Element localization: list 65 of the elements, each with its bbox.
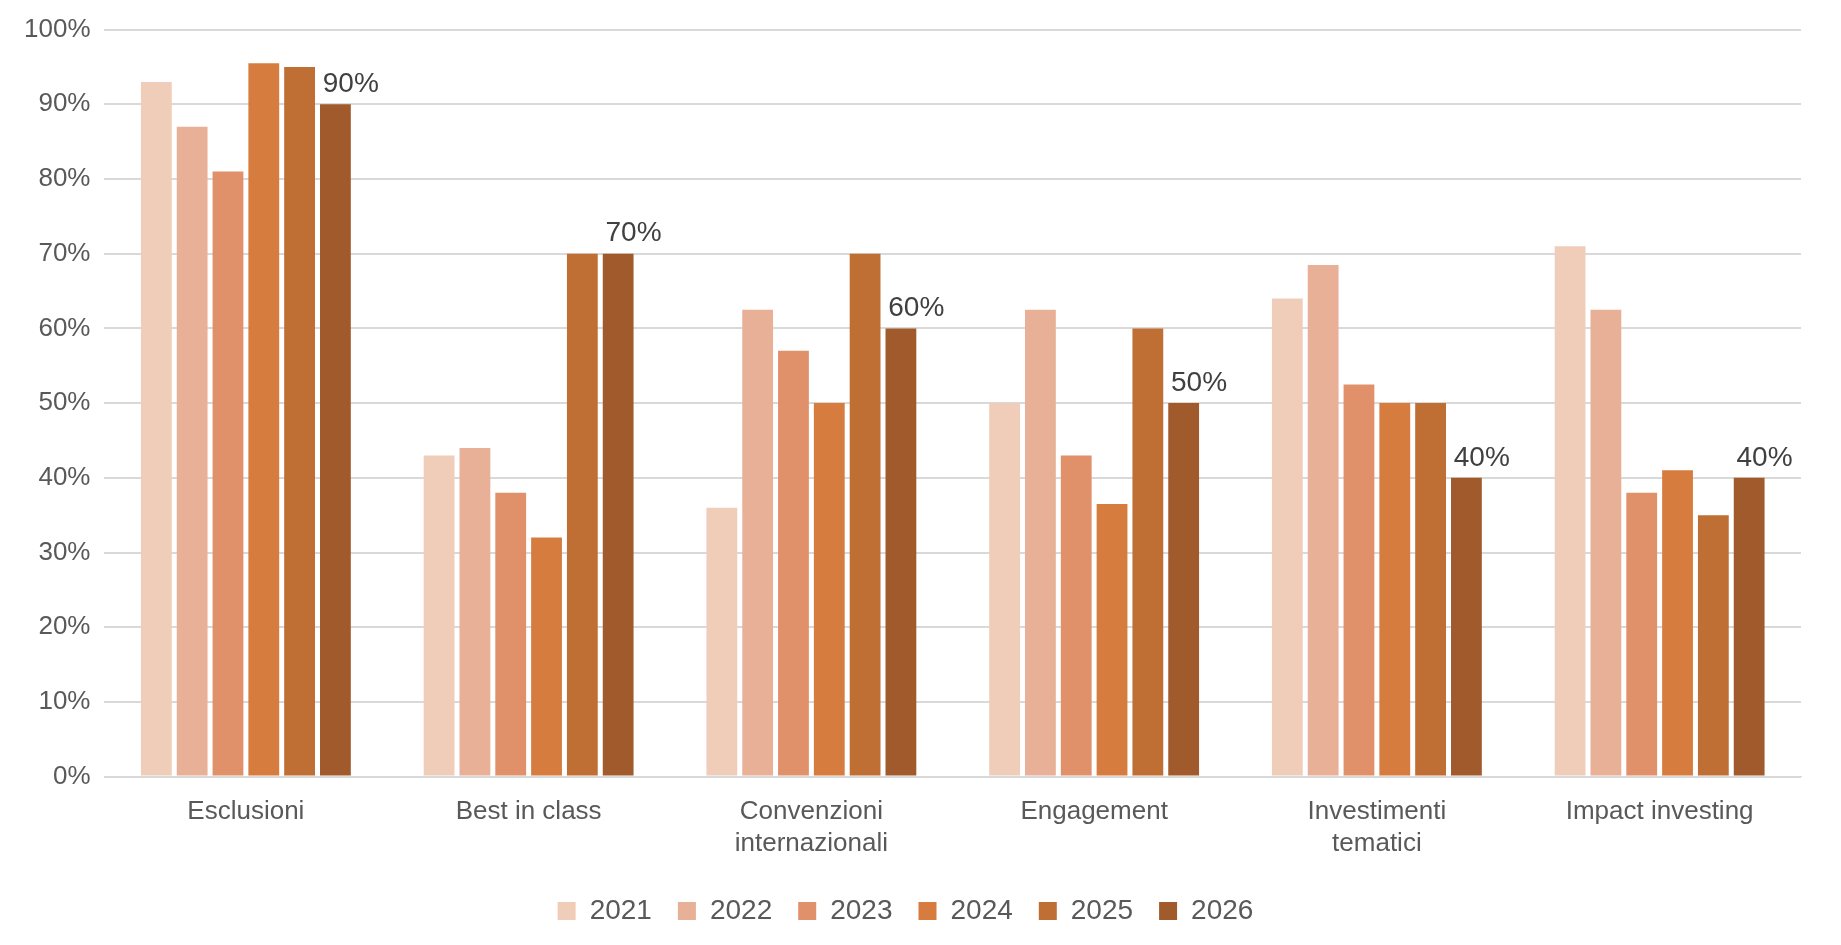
bar [531,537,562,776]
bar [885,328,917,776]
bar [1451,477,1482,776]
bar [706,507,738,776]
bar [1271,298,1303,776]
y-tick-label: 50% [38,386,91,417]
bar [1307,264,1339,776]
data-label: 90% [322,67,379,99]
y-tick-label: 70% [38,236,91,267]
bar [1096,503,1128,776]
bar [1379,403,1411,776]
bar [284,66,315,776]
legend-label: 2025 [1070,893,1134,925]
y-tick-label: 30% [38,535,91,566]
y-tick-label: 0% [52,759,91,790]
bar [849,253,881,776]
bar [248,63,280,776]
y-tick-label: 80% [38,162,91,193]
bar [1132,328,1164,776]
bar [495,492,527,776]
data-label: 50% [1171,365,1228,397]
legend-label: 2023 [830,893,893,925]
x-tick-label: Best in class [455,795,602,826]
bar [602,253,634,776]
data-label: 70% [605,216,662,248]
y-tick-label: 40% [38,460,91,491]
legend-label: 2024 [950,893,1013,925]
data-label: 40% [1453,440,1510,472]
bar [1025,309,1056,776]
y-tick-label: 60% [38,311,91,342]
y-tick-label: 10% [38,685,91,716]
data-label: 40% [1736,440,1793,472]
y-tick-label: 90% [38,87,91,118]
legend-label: 2022 [709,893,773,925]
legend-label: 2021 [589,893,652,925]
legend-label: 2026 [1191,893,1254,925]
bar [1415,403,1446,776]
bar [566,253,598,776]
data-label: 60% [888,291,945,323]
bar [989,403,1020,776]
bar [1060,455,1092,776]
bar [140,81,172,776]
bar [813,403,845,776]
bar [1662,470,1693,776]
bar [778,350,809,776]
x-tick-label: Investimenti tematici [1307,795,1447,857]
bar [1343,384,1375,776]
bar [1590,309,1622,776]
bar [1168,403,1200,776]
y-tick-label: 100% [24,12,91,43]
bar [1733,477,1765,776]
x-tick-label: Impact investing [1565,795,1754,826]
y-tick-label: 20% [38,610,91,641]
bar [1697,515,1729,776]
bar [212,171,244,776]
bar [320,104,351,776]
bar [423,455,455,776]
bar [459,447,491,776]
x-tick-label: Convenzioni internazionali [734,795,888,857]
bar [742,309,774,776]
bar [176,126,208,776]
x-tick-label: Esclusioni [187,795,305,826]
bar [1554,246,1586,776]
x-tick-label: Engagement [1020,795,1169,826]
bar [1626,492,1658,776]
